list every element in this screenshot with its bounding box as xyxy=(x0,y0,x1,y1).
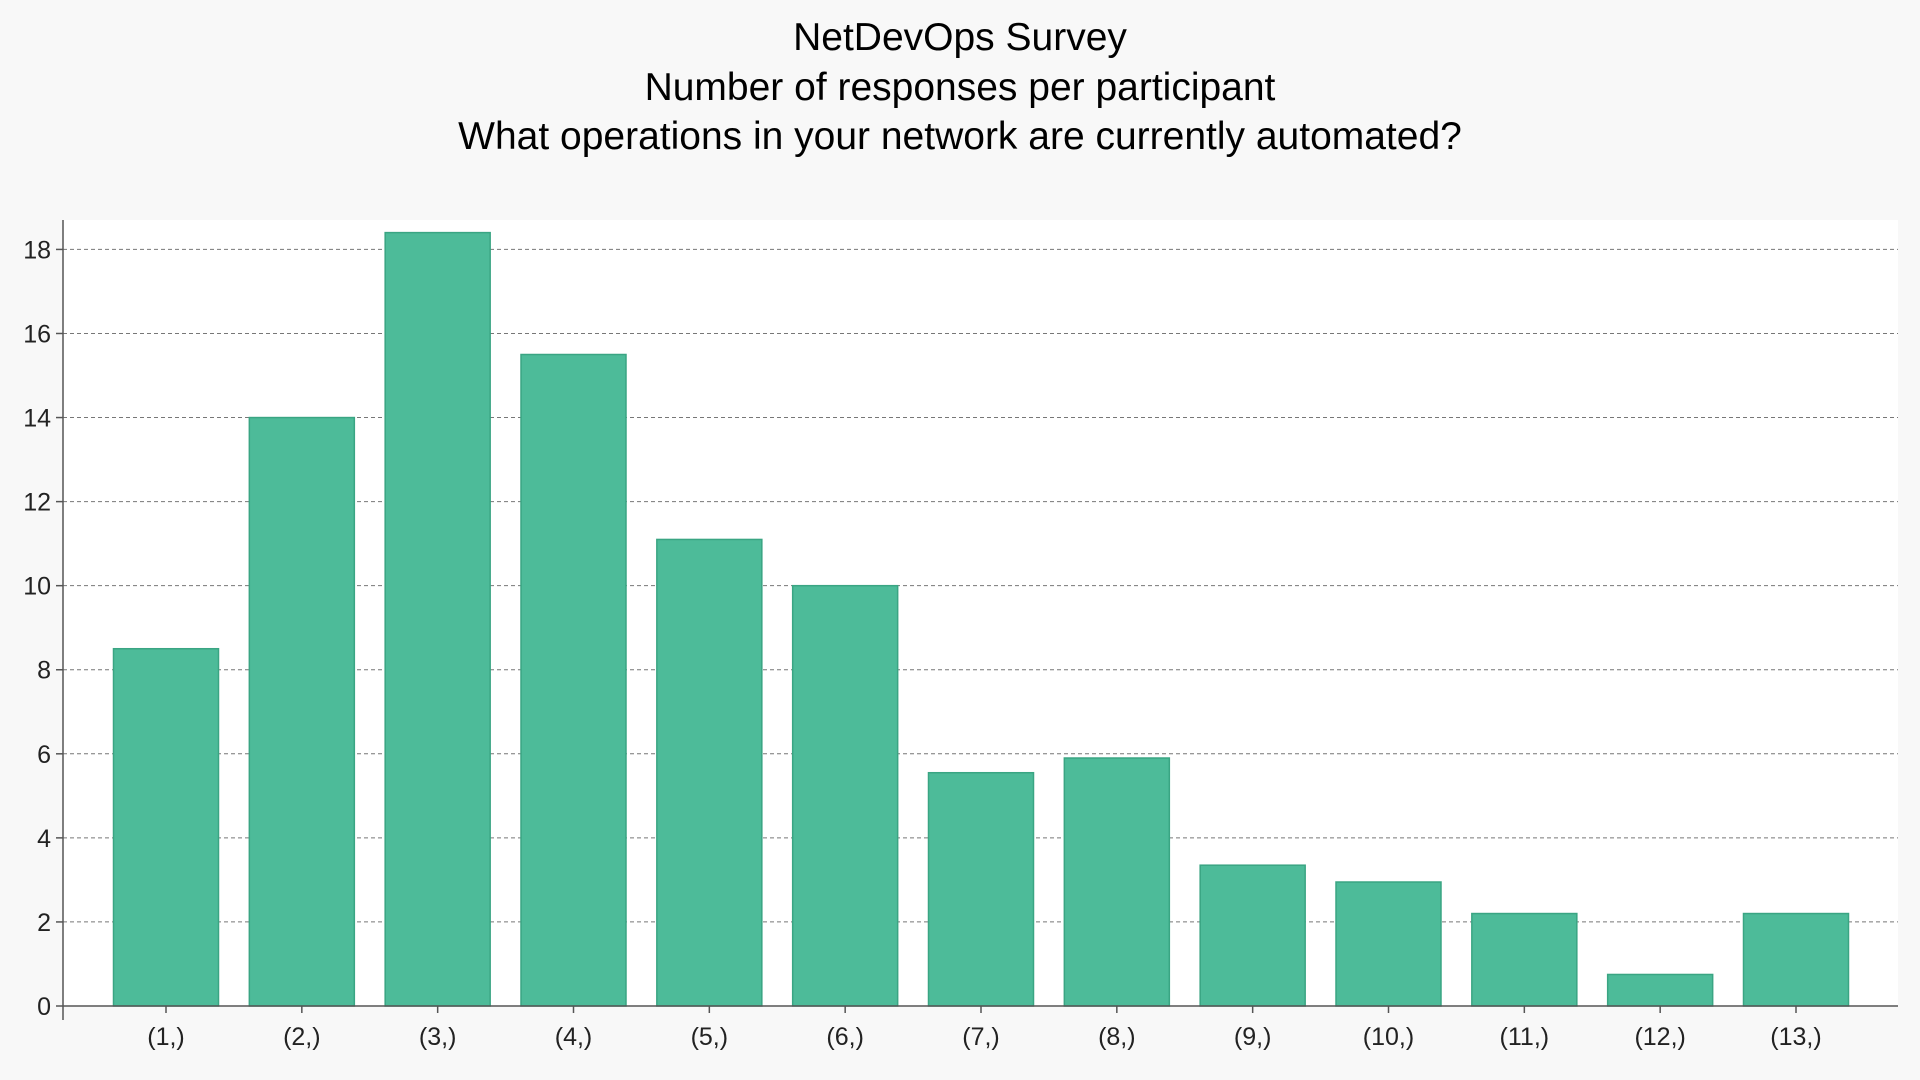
x-tick-label: (11,) xyxy=(1500,1023,1550,1051)
x-tick-label: (13,) xyxy=(1770,1023,1821,1051)
x-tick-label: (4,) xyxy=(555,1023,593,1051)
bar xyxy=(112,647,220,1007)
title-line-2: Number of responses per participant xyxy=(645,66,1276,109)
bar xyxy=(384,231,491,1007)
x-tick-label: (5,) xyxy=(691,1023,729,1051)
bar xyxy=(1606,973,1714,1007)
y-axis-ticks: 0 2 4 6 8 10 12 14 16 18 xyxy=(23,236,63,1021)
y-tick-label: 8 xyxy=(37,657,51,685)
y-tick-label: 0 xyxy=(37,993,51,1021)
x-tick-label: (1,) xyxy=(147,1023,185,1051)
bar xyxy=(520,353,627,1007)
bar xyxy=(1199,864,1306,1007)
y-tick-label: 12 xyxy=(23,489,51,517)
bar xyxy=(248,416,356,1007)
bars xyxy=(112,231,1850,1007)
y-tick-label: 16 xyxy=(23,320,51,348)
x-tick-label: (6,) xyxy=(826,1023,864,1051)
y-tick-label: 18 xyxy=(23,236,51,264)
y-tick-label: 4 xyxy=(37,825,51,853)
bar xyxy=(1742,912,1850,1007)
x-tick-label: (10,) xyxy=(1363,1023,1414,1051)
bar xyxy=(1471,912,1578,1007)
y-tick-label: 6 xyxy=(37,741,51,769)
x-tick-label: (12,) xyxy=(1634,1023,1685,1051)
title-line-3: What operations in your network are curr… xyxy=(458,115,1462,158)
x-axis-ticks: (1,) (2,) (3,) (4,) (5,) (6,) (7,) (8,) (9,) (10,… xyxy=(147,1006,1822,1051)
bar xyxy=(656,538,763,1007)
x-tick-label: (8,) xyxy=(1098,1023,1136,1051)
x-tick-label: (7,) xyxy=(962,1023,1000,1051)
title-line-1: NetDevOps Survey xyxy=(793,16,1127,59)
y-tick-label: 14 xyxy=(23,405,51,433)
bar xyxy=(1063,757,1171,1007)
y-tick-label: 2 xyxy=(37,909,51,937)
bar xyxy=(791,584,899,1007)
x-tick-label: (2,) xyxy=(283,1023,321,1051)
x-tick-label: (3,) xyxy=(419,1023,457,1051)
x-tick-label: (9,) xyxy=(1234,1023,1272,1051)
bar xyxy=(927,771,1035,1007)
chart-title: NetDevOps Survey Number of responses per… xyxy=(458,16,1462,158)
y-tick-label: 10 xyxy=(23,573,51,601)
bar xyxy=(1335,881,1442,1007)
